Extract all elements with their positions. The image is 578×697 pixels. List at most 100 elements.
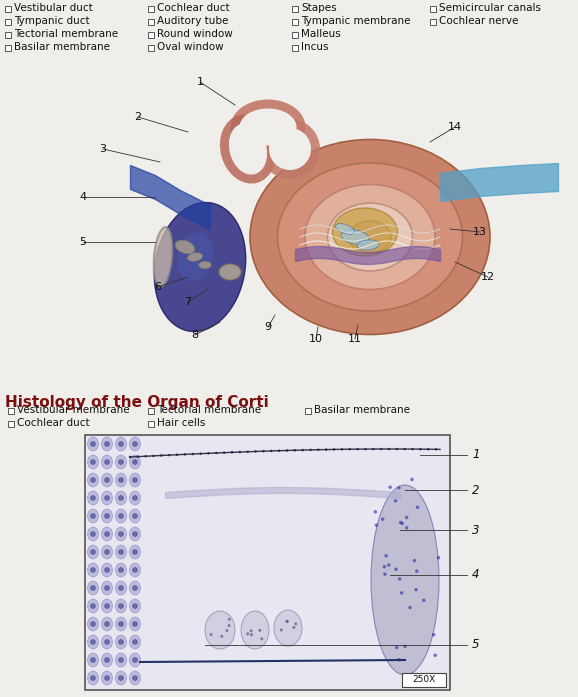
Ellipse shape xyxy=(102,473,113,487)
Ellipse shape xyxy=(87,491,98,505)
Ellipse shape xyxy=(317,448,320,451)
Bar xyxy=(292,45,298,51)
Ellipse shape xyxy=(262,450,265,452)
Ellipse shape xyxy=(105,459,109,464)
Text: Auditory tube: Auditory tube xyxy=(157,16,228,26)
Ellipse shape xyxy=(91,549,95,555)
Ellipse shape xyxy=(274,610,302,646)
Ellipse shape xyxy=(208,452,210,454)
Ellipse shape xyxy=(91,604,95,608)
Ellipse shape xyxy=(118,675,124,680)
Text: 4: 4 xyxy=(79,192,87,202)
Ellipse shape xyxy=(87,437,98,451)
Ellipse shape xyxy=(129,456,131,458)
Text: 1: 1 xyxy=(472,448,480,461)
Ellipse shape xyxy=(118,549,124,555)
Ellipse shape xyxy=(91,657,95,663)
Ellipse shape xyxy=(91,622,95,627)
Ellipse shape xyxy=(116,581,127,595)
Ellipse shape xyxy=(168,454,171,457)
Text: 8: 8 xyxy=(191,330,199,340)
Text: 9: 9 xyxy=(265,322,272,332)
Ellipse shape xyxy=(102,491,113,505)
Ellipse shape xyxy=(91,585,95,590)
Ellipse shape xyxy=(160,454,162,457)
Ellipse shape xyxy=(412,448,414,450)
Ellipse shape xyxy=(401,521,404,525)
Ellipse shape xyxy=(129,455,140,469)
Ellipse shape xyxy=(91,532,95,537)
Ellipse shape xyxy=(105,604,109,608)
Ellipse shape xyxy=(432,633,435,636)
Ellipse shape xyxy=(405,526,409,530)
Ellipse shape xyxy=(333,448,335,451)
Ellipse shape xyxy=(223,452,225,454)
Ellipse shape xyxy=(87,527,98,541)
Ellipse shape xyxy=(87,671,98,685)
Ellipse shape xyxy=(184,453,186,456)
Ellipse shape xyxy=(91,496,95,500)
Ellipse shape xyxy=(129,653,140,667)
Bar xyxy=(5,45,11,51)
Text: Tectorial membrane: Tectorial membrane xyxy=(157,405,261,415)
Ellipse shape xyxy=(394,499,397,503)
Ellipse shape xyxy=(91,459,95,464)
Ellipse shape xyxy=(102,527,113,541)
Ellipse shape xyxy=(258,629,261,632)
Ellipse shape xyxy=(309,449,312,451)
Ellipse shape xyxy=(394,567,398,571)
Ellipse shape xyxy=(91,567,95,572)
Ellipse shape xyxy=(403,447,406,450)
Ellipse shape xyxy=(132,496,138,500)
Ellipse shape xyxy=(419,448,421,450)
Ellipse shape xyxy=(154,227,172,287)
Ellipse shape xyxy=(105,477,109,482)
Ellipse shape xyxy=(416,505,419,509)
Ellipse shape xyxy=(219,264,241,280)
Ellipse shape xyxy=(102,653,113,667)
Ellipse shape xyxy=(91,640,95,645)
Ellipse shape xyxy=(136,455,139,458)
Ellipse shape xyxy=(102,635,113,649)
Ellipse shape xyxy=(434,654,437,657)
Ellipse shape xyxy=(177,232,213,282)
Text: 13: 13 xyxy=(473,227,487,237)
Ellipse shape xyxy=(231,100,306,155)
Ellipse shape xyxy=(129,581,140,595)
Ellipse shape xyxy=(118,622,124,627)
Ellipse shape xyxy=(388,447,390,450)
Ellipse shape xyxy=(87,653,98,667)
Text: 5: 5 xyxy=(472,638,480,652)
Ellipse shape xyxy=(116,671,127,685)
Ellipse shape xyxy=(325,448,328,451)
Ellipse shape xyxy=(435,448,438,450)
Ellipse shape xyxy=(340,448,343,450)
Ellipse shape xyxy=(102,509,113,523)
Ellipse shape xyxy=(129,473,140,487)
Ellipse shape xyxy=(118,477,124,482)
Ellipse shape xyxy=(87,545,98,559)
Bar xyxy=(8,408,14,414)
Ellipse shape xyxy=(144,455,147,457)
Ellipse shape xyxy=(129,635,140,649)
Text: Stapes: Stapes xyxy=(301,3,336,13)
Ellipse shape xyxy=(408,606,412,609)
Text: 5: 5 xyxy=(80,237,87,247)
Bar xyxy=(5,32,11,38)
Ellipse shape xyxy=(415,569,418,573)
Text: Basilar membrane: Basilar membrane xyxy=(314,405,410,415)
Ellipse shape xyxy=(277,163,462,311)
Bar xyxy=(148,19,154,25)
Ellipse shape xyxy=(129,671,140,685)
Ellipse shape xyxy=(371,485,439,675)
Ellipse shape xyxy=(246,632,249,635)
Ellipse shape xyxy=(250,634,253,636)
Ellipse shape xyxy=(118,441,124,447)
Text: Cochlear nerve: Cochlear nerve xyxy=(439,16,518,26)
Ellipse shape xyxy=(152,454,155,457)
Bar xyxy=(292,19,298,25)
Text: 7: 7 xyxy=(184,297,191,307)
Ellipse shape xyxy=(129,563,140,577)
Text: Cochlear duct: Cochlear duct xyxy=(157,3,229,13)
Ellipse shape xyxy=(116,635,127,649)
